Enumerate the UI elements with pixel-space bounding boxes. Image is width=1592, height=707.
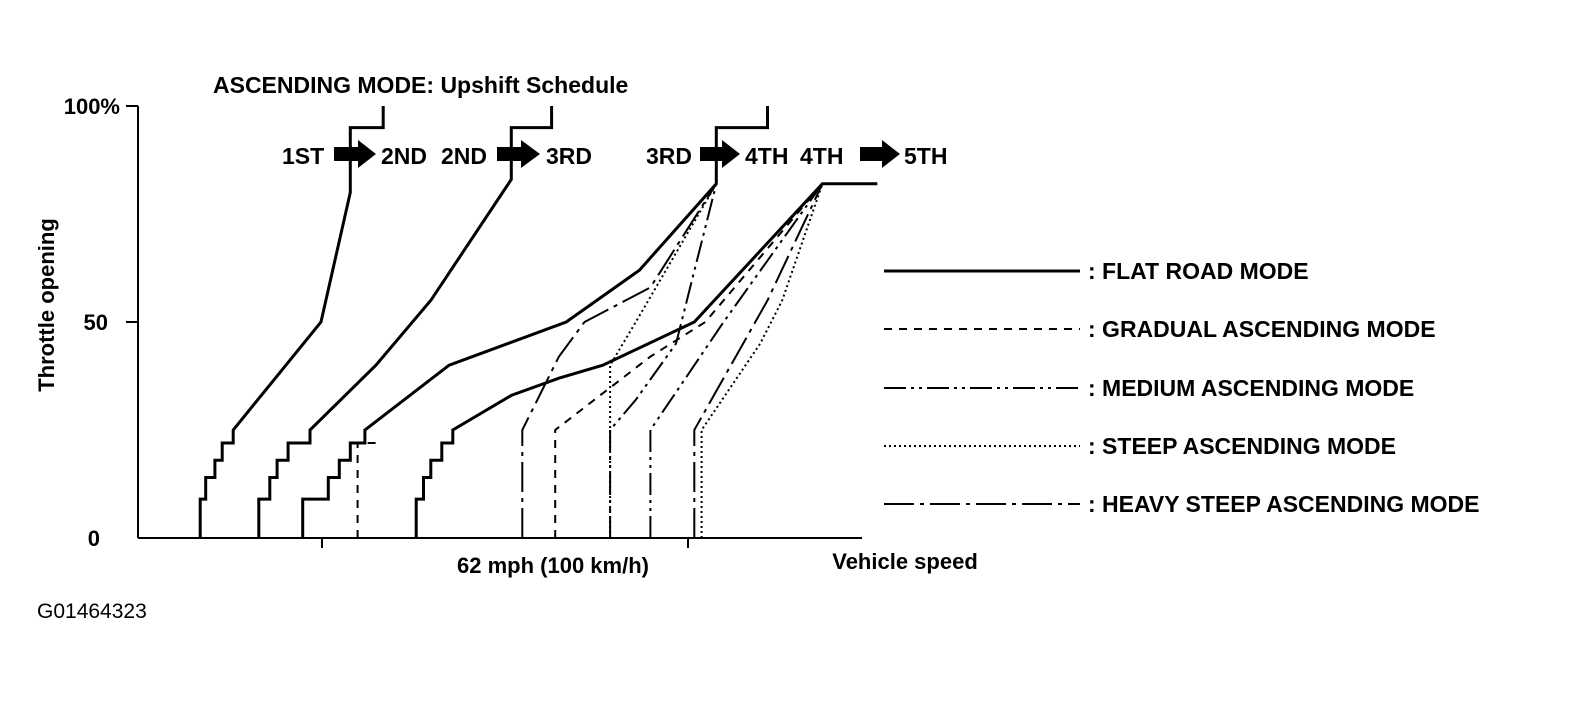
gear-label-2nd-a: 2ND bbox=[381, 143, 427, 169]
arrow-3-4 bbox=[700, 140, 740, 168]
gear-label-3rd-a: 3RD bbox=[546, 143, 592, 169]
legend-label-medium: : MEDIUM ASCENDING MODE bbox=[1088, 375, 1414, 401]
y-axis-label: Throttle opening bbox=[34, 218, 59, 392]
legend-label-gradual: : GRADUAL ASCENDING MODE bbox=[1088, 316, 1436, 342]
curve-flat-3-4 bbox=[301, 106, 769, 538]
y-tick-label-100: 100% bbox=[64, 94, 120, 119]
shift-curves bbox=[198, 106, 878, 538]
gear-labels: 1ST 2ND 2ND 3RD 3RD 4TH 4TH 5TH bbox=[282, 143, 947, 169]
gear-label-4th-a: 4TH bbox=[745, 143, 788, 169]
curve-gradual-4-5 bbox=[554, 183, 824, 538]
legend-label-steep: : STEEP ASCENDING MODE bbox=[1088, 433, 1396, 459]
curve-flat-1-2 bbox=[198, 106, 385, 538]
legend-label-heavy: : HEAVY STEEP ASCENDING MODE bbox=[1088, 491, 1480, 517]
gear-label-3rd-b: 3RD bbox=[646, 143, 692, 169]
x-tick-label: 62 mph (100 km/h) bbox=[457, 553, 649, 578]
gear-label-2nd-b: 2ND bbox=[441, 143, 487, 169]
chart-title: ASCENDING MODE: Upshift Schedule bbox=[213, 72, 628, 98]
gear-label-1st: 1ST bbox=[282, 143, 324, 169]
curve-steep-4-5 bbox=[700, 183, 824, 538]
y-tick-label-0: 0 bbox=[88, 526, 100, 551]
curve-flat-4-5 bbox=[414, 182, 878, 538]
x-axis-label: Vehicle speed bbox=[832, 549, 978, 574]
arrow-1-2 bbox=[334, 140, 376, 168]
legend: : FLAT ROAD MODE : GRADUAL ASCENDING MOD… bbox=[884, 258, 1480, 517]
curve-medium-3-4 bbox=[609, 183, 718, 538]
curve-gradual-2-3 bbox=[356, 442, 376, 538]
gear-label-4th-b: 4TH bbox=[800, 143, 843, 169]
arrow-4-5 bbox=[860, 140, 900, 168]
shift-arrows bbox=[334, 140, 900, 168]
curve-flat-2-3 bbox=[257, 106, 554, 538]
legend-label-flat: : FLAT ROAD MODE bbox=[1088, 258, 1309, 284]
curve-heavy-4-5 bbox=[693, 183, 824, 538]
figure-id: G01464323 bbox=[37, 600, 147, 623]
curve-medium-4-5 bbox=[649, 183, 824, 538]
y-tick-label-50: 50 bbox=[84, 310, 108, 335]
curve-steep-3-4 bbox=[609, 183, 718, 538]
curve-heavy-3-4 bbox=[521, 183, 718, 538]
gear-label-5th: 5TH bbox=[904, 143, 947, 169]
arrow-2-3 bbox=[497, 140, 540, 168]
